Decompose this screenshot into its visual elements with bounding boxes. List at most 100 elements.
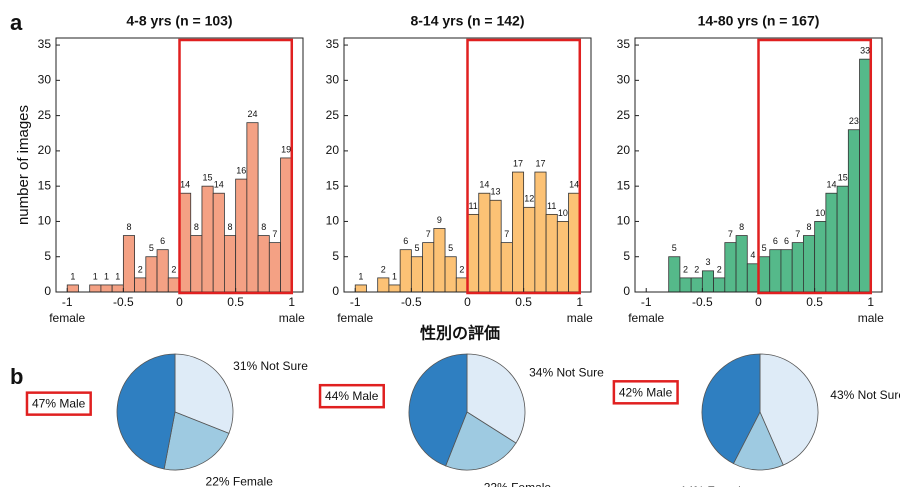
x-tick-label: -0.5 — [401, 295, 422, 309]
slice-label: 34% Not Sure — [529, 366, 604, 380]
bar — [399, 249, 412, 293]
y-tick-label: 20 — [38, 143, 52, 157]
data-label: 1 — [70, 271, 75, 281]
data-label: 17 — [535, 158, 545, 168]
bar — [467, 213, 480, 293]
y-tick-label: 5 — [44, 249, 51, 263]
bar — [478, 192, 491, 293]
data-label: 5 — [414, 243, 419, 253]
y-tick-label: 15 — [38, 178, 52, 192]
x-end-label: female — [49, 311, 85, 325]
y-tick-label: 20 — [326, 143, 340, 157]
y-tick-label: 30 — [326, 73, 340, 87]
y-tick-label: 35 — [38, 37, 52, 51]
highlight-box — [178, 38, 294, 295]
bar — [724, 242, 737, 293]
bar — [235, 178, 248, 293]
bar — [803, 235, 816, 293]
data-label: 2 — [171, 264, 176, 274]
bar — [825, 192, 838, 293]
data-label: 2 — [381, 264, 386, 274]
data-label: 23 — [849, 116, 859, 126]
bar — [422, 242, 435, 293]
bar — [433, 228, 446, 293]
x-end-label: male — [567, 311, 593, 325]
x-axis-label: 性別の評価 — [420, 324, 500, 343]
y-tick-label: 25 — [617, 108, 631, 122]
y-tick-label: 10 — [38, 214, 52, 228]
slice-label: 22% Female — [484, 480, 552, 487]
data-label: 15 — [203, 173, 213, 183]
x-tick-label: 0.5 — [515, 295, 532, 309]
data-label: 1 — [93, 271, 98, 281]
bar — [190, 235, 203, 293]
slice-label: 43% Not Sure — [830, 388, 900, 402]
bar — [534, 171, 547, 293]
pie-slice — [445, 411, 517, 471]
data-label: 7 — [728, 229, 733, 239]
data-label: 6 — [160, 236, 165, 246]
pie-slice — [174, 353, 234, 434]
slice-label: 42% Male — [619, 385, 673, 399]
bar — [836, 185, 849, 293]
chart-title: 14-80 yrs (n = 167) — [698, 13, 820, 29]
y-tick-label: 5 — [332, 249, 339, 263]
y-tick-label: 30 — [617, 73, 631, 87]
data-label: 1 — [358, 271, 363, 281]
bar — [735, 235, 748, 293]
data-label: 1 — [104, 271, 109, 281]
bar — [679, 277, 692, 293]
x-end-label: male — [279, 311, 305, 325]
bar — [512, 171, 525, 293]
bar — [444, 256, 457, 293]
y-tick-label: 25 — [38, 108, 52, 122]
data-label: 1 — [115, 271, 120, 281]
slice-label: 22% Female — [206, 474, 274, 487]
bar — [388, 284, 401, 293]
data-label: 7 — [272, 229, 277, 239]
bar — [545, 213, 558, 293]
data-label: 7 — [426, 229, 431, 239]
y-axis-label: number of images — [15, 105, 32, 225]
bar — [859, 58, 872, 293]
bar — [179, 192, 192, 293]
x-tick-label: 1 — [576, 295, 583, 309]
y-tick-label: 15 — [617, 178, 631, 192]
data-label: 2 — [683, 264, 688, 274]
data-label: 14 — [180, 180, 190, 190]
bar — [246, 122, 259, 293]
data-label: 14 — [826, 180, 836, 190]
x-tick-label: -1 — [62, 295, 73, 309]
data-label: 15 — [838, 173, 848, 183]
data-label: 2 — [459, 264, 464, 274]
slice-label: 44% Male — [325, 389, 379, 403]
data-label: 2 — [694, 264, 699, 274]
slice-label: 47% Male — [32, 397, 86, 411]
bar — [758, 256, 771, 293]
data-label: 11 — [547, 201, 556, 211]
pie-slice — [408, 353, 468, 467]
data-label: 5 — [448, 243, 453, 253]
highlight-box — [466, 38, 582, 295]
data-label: 6 — [773, 236, 778, 246]
data-label: 8 — [807, 222, 812, 232]
x-tick-label: -0.5 — [113, 295, 134, 309]
pie-slice — [163, 411, 230, 471]
bar — [690, 277, 703, 293]
data-label: 1 — [392, 271, 397, 281]
x-tick-label: 1 — [867, 295, 874, 309]
bar — [100, 284, 113, 293]
data-label: 14 — [214, 180, 224, 190]
data-label: 12 — [524, 194, 534, 204]
x-tick-label: -1 — [350, 295, 361, 309]
data-label: 5 — [672, 243, 677, 253]
bar — [167, 277, 180, 293]
bar — [89, 284, 102, 293]
x-end-label: female — [628, 311, 664, 325]
y-tick-label: 35 — [617, 37, 631, 51]
slice-label: 14% Female — [680, 484, 748, 487]
data-label: 8 — [194, 222, 199, 232]
y-tick-label: 0 — [332, 284, 339, 298]
